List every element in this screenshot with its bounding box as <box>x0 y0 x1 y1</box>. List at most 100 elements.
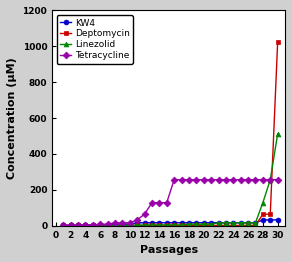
KW4 <box>84 224 87 227</box>
Linezolid <box>180 223 183 226</box>
Linezolid <box>150 223 154 226</box>
Deptomycin <box>91 224 95 227</box>
KW4 <box>209 221 213 224</box>
Linezolid <box>69 224 72 227</box>
Deptomycin <box>76 224 80 227</box>
Legend: KW4, Deptomycin, Linezolid, Tetracycline: KW4, Deptomycin, Linezolid, Tetracycline <box>57 15 133 64</box>
Deptomycin <box>69 224 72 227</box>
Linezolid <box>91 224 95 227</box>
Deptomycin <box>232 224 235 227</box>
Linezolid <box>254 221 257 224</box>
Tetracycline <box>202 178 206 181</box>
KW4 <box>217 221 220 224</box>
KW4 <box>165 221 168 224</box>
KW4 <box>106 223 109 226</box>
Tetracycline <box>209 178 213 181</box>
Linezolid <box>239 221 242 224</box>
Tetracycline <box>84 223 87 226</box>
KW4 <box>202 221 206 224</box>
KW4 <box>121 223 124 226</box>
Deptomycin <box>143 224 146 227</box>
KW4 <box>239 221 242 224</box>
Tetracycline <box>261 178 265 181</box>
Linezolid <box>269 178 272 181</box>
KW4 <box>135 221 139 224</box>
Tetracycline <box>150 201 154 204</box>
Linezolid <box>113 224 117 227</box>
Deptomycin <box>187 224 191 227</box>
Linezolid <box>194 223 198 226</box>
Deptomycin <box>98 224 102 227</box>
Linezolid <box>202 223 206 226</box>
Tetracycline <box>232 178 235 181</box>
Deptomycin <box>194 224 198 227</box>
Deptomycin <box>202 224 206 227</box>
Tetracycline <box>172 178 176 181</box>
Deptomycin <box>172 224 176 227</box>
Tetracycline <box>254 178 257 181</box>
Linezolid <box>246 221 250 224</box>
Linezolid <box>98 224 102 227</box>
Deptomycin <box>135 224 139 227</box>
Tetracycline <box>239 178 242 181</box>
Line: Deptomycin: Deptomycin <box>61 40 280 228</box>
KW4 <box>246 221 250 224</box>
Deptomycin <box>269 212 272 216</box>
KW4 <box>194 221 198 224</box>
Linezolid <box>158 223 161 226</box>
Linezolid <box>76 224 80 227</box>
Line: Tetracycline: Tetracycline <box>61 177 280 228</box>
Linezolid <box>128 224 131 227</box>
Deptomycin <box>224 224 228 227</box>
Linezolid <box>135 224 139 227</box>
KW4 <box>69 224 72 227</box>
Tetracycline <box>165 201 168 204</box>
KW4 <box>276 218 279 221</box>
KW4 <box>180 221 183 224</box>
Tetracycline <box>246 178 250 181</box>
X-axis label: Passages: Passages <box>140 245 198 255</box>
Tetracycline <box>69 224 72 227</box>
KW4 <box>98 223 102 226</box>
KW4 <box>269 218 272 221</box>
Tetracycline <box>224 178 228 181</box>
Deptomycin <box>180 224 183 227</box>
Deptomycin <box>254 224 257 227</box>
Linezolid <box>187 223 191 226</box>
Deptomycin <box>106 224 109 227</box>
KW4 <box>113 223 117 226</box>
Deptomycin <box>165 224 168 227</box>
Tetracycline <box>98 223 102 226</box>
KW4 <box>76 224 80 227</box>
Linezolid <box>224 221 228 224</box>
Tetracycline <box>91 223 95 226</box>
Tetracycline <box>187 178 191 181</box>
Deptomycin <box>158 224 161 227</box>
KW4 <box>150 221 154 224</box>
Tetracycline <box>143 212 146 216</box>
Deptomycin <box>276 40 279 43</box>
Linezolid <box>232 221 235 224</box>
Tetracycline <box>113 221 117 224</box>
Tetracycline <box>76 224 80 227</box>
KW4 <box>91 223 95 226</box>
Deptomycin <box>209 224 213 227</box>
Tetracycline <box>180 178 183 181</box>
Tetracycline <box>135 218 139 221</box>
Deptomycin <box>84 224 87 227</box>
Linezolid <box>261 201 265 204</box>
Linezolid <box>165 223 168 226</box>
Linezolid <box>84 224 87 227</box>
Linezolid <box>217 221 220 224</box>
KW4 <box>128 223 131 226</box>
Linezolid <box>61 224 65 227</box>
Tetracycline <box>276 178 279 181</box>
Deptomycin <box>121 224 124 227</box>
Deptomycin <box>217 224 220 227</box>
Linezolid <box>172 223 176 226</box>
Deptomycin <box>61 224 65 227</box>
KW4 <box>224 221 228 224</box>
KW4 <box>261 218 265 221</box>
KW4 <box>158 221 161 224</box>
Linezolid <box>121 224 124 227</box>
